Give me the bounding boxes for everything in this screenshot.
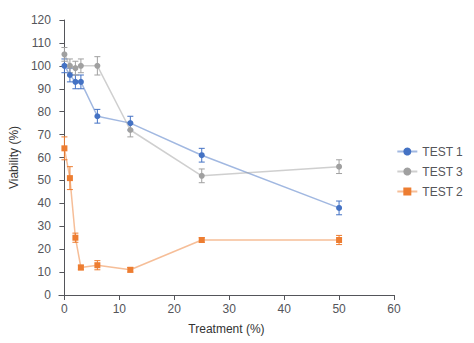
svg-text:30: 30 xyxy=(38,219,52,233)
svg-text:10: 10 xyxy=(113,302,127,316)
svg-text:Treatment (%): Treatment (%) xyxy=(188,322,264,336)
svg-text:20: 20 xyxy=(168,302,182,316)
svg-text:50: 50 xyxy=(332,302,346,316)
svg-text:20: 20 xyxy=(38,242,52,256)
svg-text:10: 10 xyxy=(38,265,52,279)
svg-text:120: 120 xyxy=(31,13,51,27)
svg-text:80: 80 xyxy=(38,105,52,119)
svg-text:60: 60 xyxy=(387,302,401,316)
svg-text:50: 50 xyxy=(38,173,52,187)
svg-text:0: 0 xyxy=(44,288,51,302)
svg-text:Viability (%): Viability (%) xyxy=(7,126,21,189)
svg-text:0: 0 xyxy=(61,302,68,316)
svg-text:TEST 1: TEST 1 xyxy=(422,145,463,159)
svg-text:90: 90 xyxy=(38,82,52,96)
svg-text:60: 60 xyxy=(38,151,52,165)
svg-text:40: 40 xyxy=(38,196,52,210)
svg-text:40: 40 xyxy=(277,302,291,316)
svg-text:110: 110 xyxy=(32,36,51,50)
svg-text:100: 100 xyxy=(31,59,51,73)
svg-text:30: 30 xyxy=(223,302,237,316)
svg-text:70: 70 xyxy=(38,128,52,142)
svg-text:TEST 3: TEST 3 xyxy=(422,165,463,179)
svg-text:TEST 2: TEST 2 xyxy=(422,185,463,199)
